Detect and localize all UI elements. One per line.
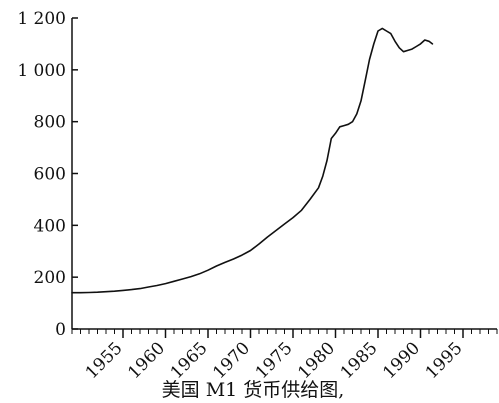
x-tick-label: 1975: [252, 338, 297, 383]
chart-caption: 美国 M1 货币供给图,: [162, 379, 345, 401]
x-tick-label: 1980: [294, 338, 339, 383]
y-ticks: 0 200 400 600 800 1 000 1 200: [17, 9, 78, 340]
x-tick-label: 1960: [124, 338, 169, 383]
y-tick-label: 600: [34, 165, 66, 185]
x-tick-label: 1955: [82, 338, 127, 383]
y-tick-label: 200: [34, 268, 66, 288]
y-axis: 0 200 400 600 800 1 000 1 200: [17, 9, 78, 340]
series-line: [71, 27, 434, 294]
x-tick-label: 1970: [209, 338, 254, 383]
y-tick-label: 800: [34, 113, 66, 133]
series-layer: [71, 27, 434, 294]
y-tick-label: 1 200: [17, 9, 66, 29]
y-tick-label: 1 000: [17, 61, 66, 81]
y-tick-label: 0: [55, 320, 66, 340]
x-tick-label: 1990: [379, 338, 424, 383]
x-tick-label: 1995: [422, 338, 467, 383]
y-tick-label: 400: [34, 216, 66, 236]
x-tick-label: 1965: [167, 338, 212, 383]
x-tick-label: 1985: [337, 338, 382, 383]
